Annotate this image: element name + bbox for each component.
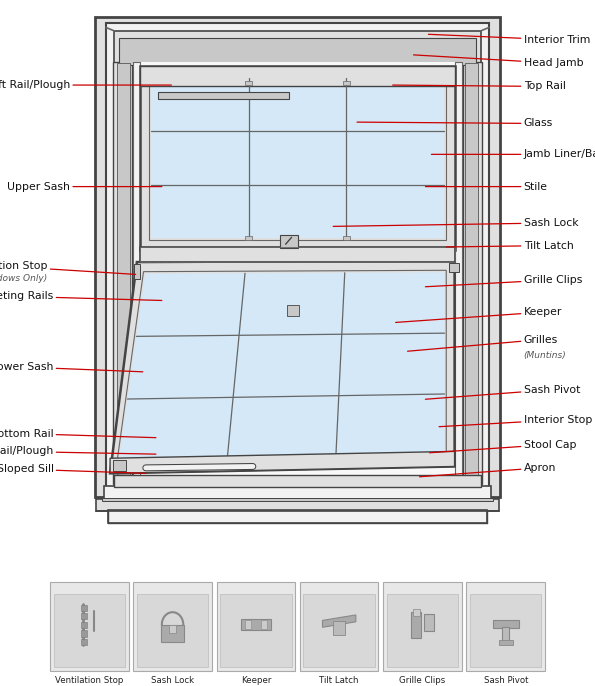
Polygon shape	[322, 615, 356, 627]
Text: Glass: Glass	[357, 119, 553, 128]
Text: Stile: Stile	[425, 182, 547, 191]
Bar	[287, 305, 299, 316]
Bar	[117, 63, 130, 482]
Bar	[140, 247, 455, 262]
Bar	[499, 639, 513, 645]
Bar	[151, 78, 444, 238]
Bar	[81, 604, 87, 611]
Polygon shape	[110, 451, 455, 473]
Bar	[137, 594, 208, 667]
Bar	[102, 498, 493, 501]
Bar	[466, 582, 545, 671]
Text: Interior Stop: Interior Stop	[439, 415, 592, 427]
Text: Keeper: Keeper	[396, 307, 562, 322]
Bar	[108, 510, 487, 523]
Bar	[502, 626, 509, 641]
Polygon shape	[118, 272, 444, 462]
Text: Sloped Sill: Sloped Sill	[0, 464, 146, 474]
Bar	[169, 624, 176, 632]
Text: Sash Pivot: Sash Pivot	[484, 676, 528, 685]
Text: Meeting Rails: Meeting Rails	[0, 292, 162, 301]
Bar	[114, 475, 481, 487]
Bar	[133, 62, 140, 484]
Bar	[261, 620, 267, 628]
Bar	[81, 630, 87, 637]
Bar	[455, 62, 462, 484]
Bar	[343, 236, 350, 240]
Text: Grilles: Grilles	[408, 335, 558, 351]
Bar	[81, 613, 87, 619]
Bar	[106, 23, 489, 488]
Bar	[333, 621, 345, 635]
Bar	[245, 236, 252, 240]
Polygon shape	[110, 261, 455, 473]
Text: Lift Rail/Plough: Lift Rail/Plough	[0, 80, 171, 90]
Bar	[463, 62, 482, 484]
Text: Upper Sash: Upper Sash	[7, 182, 162, 191]
Bar	[300, 582, 378, 671]
Bar	[217, 582, 295, 671]
Text: Ventilation Stop: Ventilation Stop	[55, 676, 123, 685]
Bar	[158, 92, 289, 99]
Text: Ventilation Stop: Ventilation Stop	[0, 261, 136, 274]
Text: Keeper: Keeper	[240, 676, 271, 685]
Bar	[470, 594, 541, 667]
Bar	[303, 594, 375, 667]
Text: Tilt Latch: Tilt Latch	[446, 241, 574, 250]
Text: (Vinyl Windows Only): (Vinyl Windows Only)	[0, 274, 48, 283]
Bar	[149, 75, 446, 240]
Text: Lower Sash: Lower Sash	[0, 362, 143, 372]
Bar	[424, 614, 434, 631]
Text: Interior Trim: Interior Trim	[428, 34, 590, 45]
Text: Tilt Latch: Tilt Latch	[320, 676, 359, 685]
Text: Grille Clips: Grille Clips	[425, 275, 582, 287]
Text: Top Rail: Top Rail	[393, 82, 565, 91]
Bar	[96, 499, 499, 511]
Text: (Muntins): (Muntins)	[524, 351, 566, 360]
Bar	[54, 594, 125, 667]
Bar	[413, 609, 420, 616]
Text: Stool Cap: Stool Cap	[430, 440, 576, 453]
Bar	[133, 582, 212, 671]
Text: Apron: Apron	[419, 463, 556, 477]
Bar	[50, 582, 129, 671]
Bar	[140, 66, 455, 86]
Bar	[161, 624, 184, 641]
Bar	[81, 622, 87, 628]
Bar	[104, 486, 491, 499]
Bar	[140, 247, 455, 262]
Bar	[140, 62, 455, 484]
Bar	[119, 38, 476, 65]
Bar	[140, 66, 455, 250]
Bar	[493, 619, 519, 628]
Bar	[241, 619, 271, 630]
Text: Sash Lock: Sash Lock	[333, 218, 578, 228]
Bar	[220, 594, 292, 667]
Bar	[245, 81, 252, 85]
Bar	[113, 460, 126, 471]
Text: Lift Rail/Plough: Lift Rail/Plough	[0, 447, 156, 456]
Text: Head Jamb: Head Jamb	[414, 55, 583, 68]
Bar	[449, 263, 459, 272]
Text: Bottom Rail: Bottom Rail	[0, 429, 156, 438]
Bar	[387, 594, 458, 667]
Bar	[134, 264, 140, 279]
Bar	[465, 63, 478, 482]
Text: Jamb Liner/Balance: Jamb Liner/Balance	[431, 150, 595, 159]
Bar	[343, 81, 350, 85]
Bar	[95, 17, 500, 497]
Text: Grille Clips: Grille Clips	[399, 676, 446, 685]
Bar	[245, 620, 251, 628]
Text: Sash Lock: Sash Lock	[151, 676, 194, 685]
Bar	[280, 235, 298, 248]
Bar	[114, 31, 481, 69]
Bar	[113, 62, 132, 484]
Bar	[81, 639, 87, 645]
Bar	[411, 612, 421, 638]
Bar	[383, 582, 462, 671]
Text: Sash Pivot: Sash Pivot	[425, 385, 580, 399]
